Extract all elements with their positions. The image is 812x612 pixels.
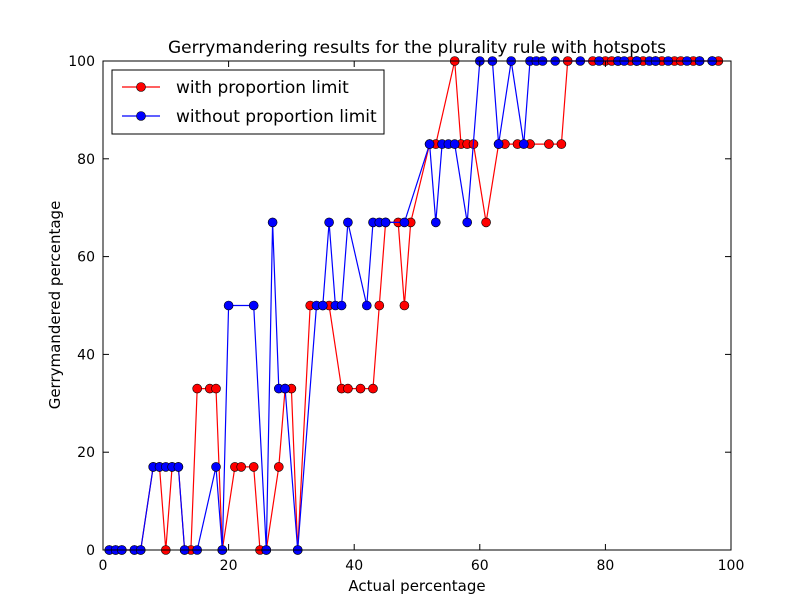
data-point	[336, 300, 347, 311]
series-1	[104, 56, 718, 555]
data-point	[324, 217, 334, 228]
data-point	[173, 462, 184, 472]
data-point	[343, 383, 353, 394]
data-point	[462, 217, 473, 228]
series-layer	[104, 56, 724, 555]
y-axis-title: Gerrymandered percentage	[46, 201, 64, 410]
x-tick-label: 80	[596, 558, 614, 574]
data-point	[481, 217, 491, 228]
data-point	[544, 139, 554, 149]
legend-label-with-limit: with proportion limit	[176, 78, 349, 98]
data-point	[317, 300, 328, 311]
x-tick-label: 40	[345, 558, 363, 574]
data-point	[399, 300, 410, 311]
legend-box	[111, 69, 385, 135]
x-axis: 0 20 40 60 80 100	[99, 61, 745, 574]
data-point	[343, 217, 353, 228]
data-point	[449, 139, 460, 149]
data-point	[430, 217, 441, 228]
y-tick-label: 0	[86, 543, 95, 559]
data-point	[248, 462, 259, 472]
data-point	[273, 462, 284, 472]
data-point	[236, 462, 246, 472]
legend-marker-with-limit	[136, 82, 146, 92]
data-point	[223, 300, 234, 311]
data-point	[556, 139, 567, 149]
x-tick-label: 100	[718, 558, 745, 574]
data-point	[280, 383, 290, 394]
data-point	[399, 217, 410, 228]
data-point	[248, 300, 259, 311]
data-point	[361, 300, 372, 311]
chart-title: Gerrymandering results for the plurality…	[168, 38, 666, 58]
data-point	[192, 383, 202, 394]
x-tick-label: 60	[471, 558, 489, 574]
data-point	[368, 383, 378, 394]
plot-frame	[102, 60, 732, 551]
data-point	[267, 217, 278, 228]
y-tick-label: 40	[77, 347, 95, 363]
y-tick-label: 60	[77, 250, 95, 266]
data-point	[211, 383, 221, 394]
data-point	[380, 217, 391, 228]
data-point	[211, 462, 221, 472]
y-axis: 0 20 40 60 80 100	[68, 54, 731, 559]
data-point	[374, 300, 385, 311]
data-point	[493, 139, 504, 149]
x-tick-label: 20	[220, 558, 238, 574]
data-point	[518, 139, 529, 149]
x-tick-label: 0	[99, 558, 108, 574]
legend-marker-without-limit	[136, 111, 146, 121]
legend: with proportion limit without proportion…	[111, 69, 385, 135]
legend-label-without-limit: without proportion limit	[176, 107, 377, 127]
data-point	[424, 139, 435, 149]
y-tick-label: 80	[77, 152, 95, 168]
y-tick-label: 20	[77, 445, 95, 461]
x-axis-title: Actual percentage	[348, 577, 485, 595]
y-tick-label: 100	[68, 54, 95, 70]
data-point	[355, 383, 366, 394]
